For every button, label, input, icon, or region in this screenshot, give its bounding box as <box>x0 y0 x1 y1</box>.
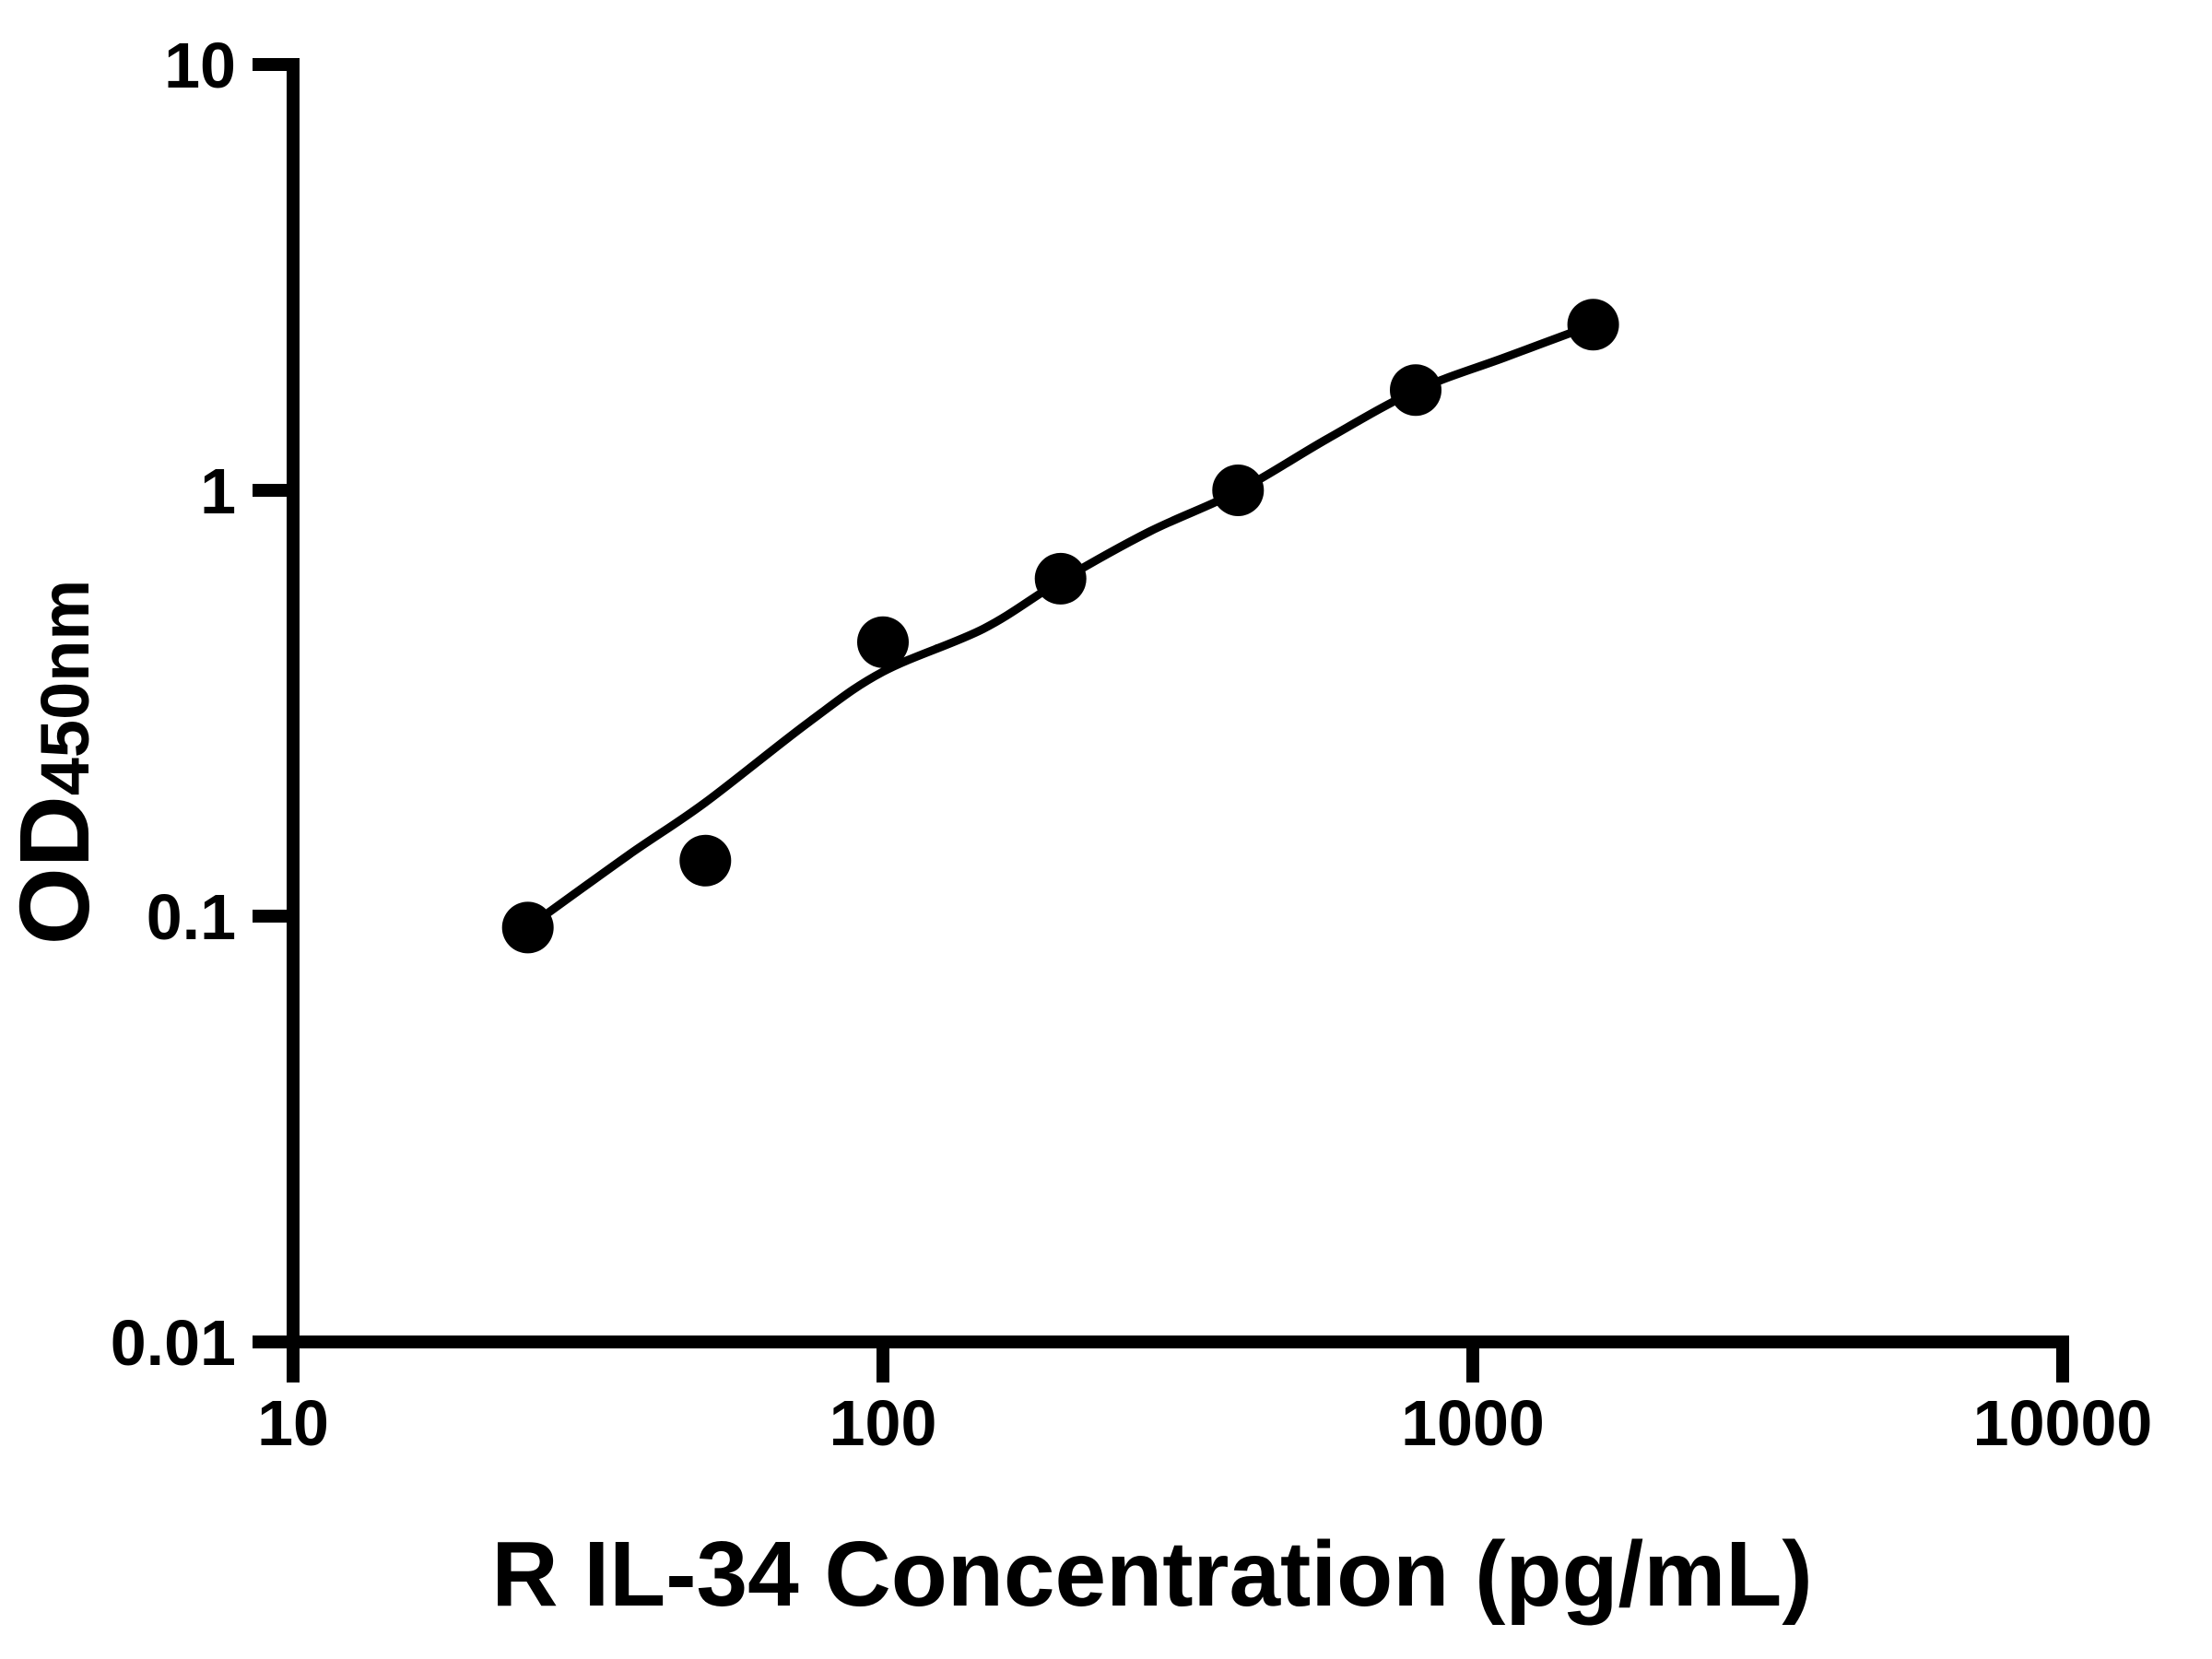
x-tick-label: 10000 <box>1973 1387 2153 1459</box>
data-point <box>1567 299 1619 351</box>
y-axis-title: OD450nm <box>0 580 110 945</box>
data-point <box>501 901 554 954</box>
axis-spine <box>287 58 2069 1348</box>
y-tick-label: 10 <box>164 29 236 101</box>
axes <box>287 58 2069 1348</box>
data-point <box>1034 552 1087 605</box>
fit-curve-line <box>524 320 1598 932</box>
data-point <box>679 834 732 887</box>
data-point <box>857 616 909 668</box>
y-tick-label: 0.1 <box>147 881 236 953</box>
y-axis-title-main: OD <box>0 795 110 945</box>
y-tick-label: 1 <box>200 455 236 527</box>
x-axis-title: R IL-34 Concentration (pg/mL) <box>491 1523 1812 1626</box>
y-tick-label: 0.01 <box>111 1307 236 1379</box>
data-points <box>501 299 1619 954</box>
x-tick-label: 100 <box>830 1387 937 1459</box>
axis-ticks <box>253 58 2069 1382</box>
data-point <box>1390 364 1441 417</box>
x-tick-label: 10 <box>257 1387 329 1459</box>
axis-tick-labels: 10 1 0.1 0.01 10 100 1000 10000 <box>111 29 2153 1459</box>
y-axis-title-subscript: 450nm <box>27 580 103 795</box>
data-point <box>1212 465 1265 516</box>
x-tick-label: 1000 <box>1401 1387 1545 1459</box>
